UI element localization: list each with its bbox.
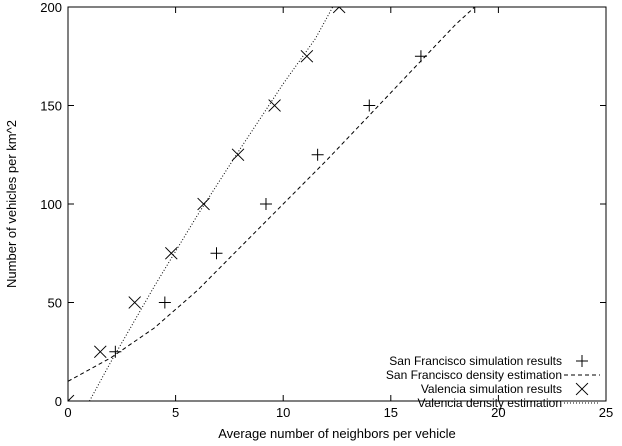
- series-line: [89, 7, 334, 401]
- legend-entry: Valencia density estimation: [417, 396, 600, 410]
- legend-marker-sample: [575, 382, 589, 396]
- legend-label: Valencia simulation results: [421, 382, 562, 396]
- legend-label: San Francisco simulation results: [389, 354, 562, 368]
- legend-marker-sample: [576, 355, 588, 367]
- x-tick-label: 0: [64, 405, 71, 420]
- data-point: [158, 296, 171, 309]
- data-point: [332, 7, 346, 14]
- plot-frame: [67, 6, 607, 402]
- axis-ticks: 0 5 10 15 20 25 0 50 100 150 200: [40, 0, 613, 420]
- data-point: [268, 99, 281, 112]
- data-point: [197, 197, 210, 211]
- series-4: [89, 7, 334, 401]
- y-tick-label: 100: [40, 197, 62, 212]
- series-line: [68, 7, 476, 382]
- series-layer: [68, 7, 481, 401]
- series-1: [68, 7, 481, 401]
- data-point: [164, 246, 178, 260]
- legend-label: Valencia density estimation: [417, 396, 562, 410]
- y-axis-label: Number of vehicles per km^2: [4, 120, 19, 288]
- data-point: [259, 198, 272, 210]
- series-2: [68, 7, 476, 382]
- legend-entry: San Francisco density estimation: [386, 368, 600, 382]
- legend-label: San Francisco density estimation: [386, 368, 562, 382]
- y-tick-label: 50: [48, 296, 62, 311]
- x-tick-label: 25: [599, 405, 613, 420]
- data-point: [468, 7, 481, 13]
- y-tick-label: 200: [40, 0, 62, 15]
- data-point: [311, 148, 324, 161]
- legend-entry: San Francisco simulation results: [389, 354, 588, 368]
- data-point: [300, 49, 314, 63]
- x-tick-label: 10: [276, 405, 290, 420]
- x-tick-label: 5: [172, 405, 179, 420]
- y-tick-label: 150: [40, 99, 62, 114]
- data-point: [231, 148, 245, 162]
- data-point: [210, 247, 223, 260]
- x-axis-label: Average number of neighbors per vehicle: [218, 426, 456, 441]
- data-point: [93, 345, 107, 359]
- x-tick-label: 15: [384, 405, 398, 420]
- legend-entry: Valencia simulation results: [421, 382, 589, 396]
- series-3: [68, 7, 346, 401]
- x-tick-label: 20: [491, 405, 505, 420]
- data-point: [128, 296, 142, 309]
- data-point: [363, 99, 376, 112]
- data-point: [68, 394, 75, 401]
- y-tick-label: 0: [55, 394, 62, 409]
